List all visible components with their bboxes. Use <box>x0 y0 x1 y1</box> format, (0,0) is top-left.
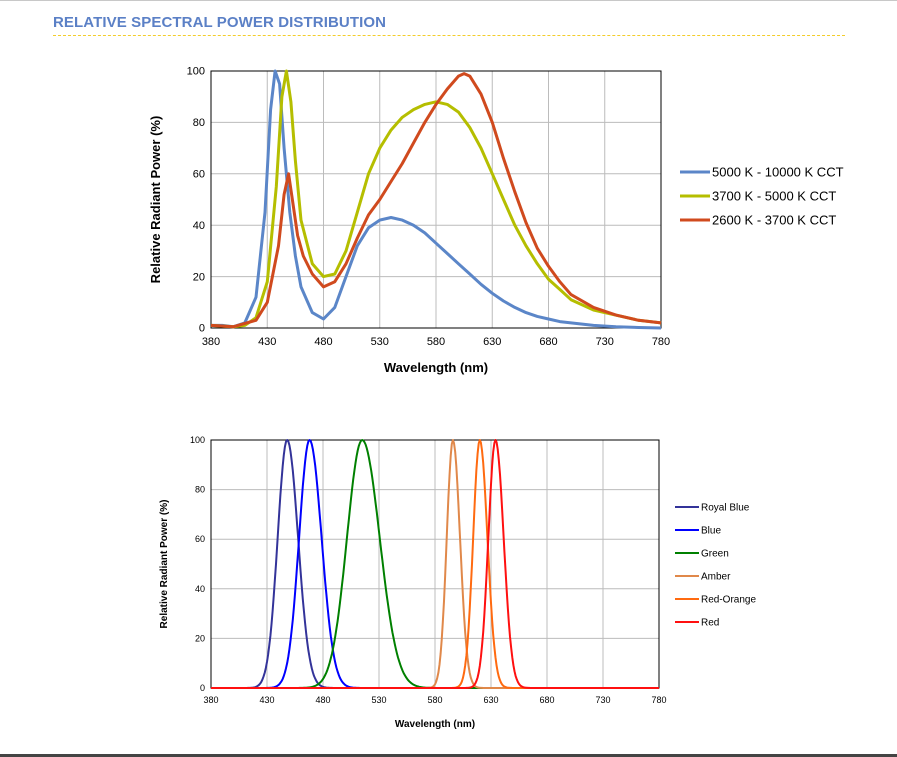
x-tick-label: 430 <box>258 336 276 348</box>
section-title: RELATIVE SPECTRAL POWER DISTRIBUTION <box>53 14 387 31</box>
legend-label: 3700 K - 5000 K CCT <box>712 188 836 203</box>
y-tick-label: 20 <box>195 633 205 643</box>
y-tick-label: 100 <box>187 66 205 78</box>
y-tick-label: 80 <box>193 117 205 129</box>
y-tick-label: 80 <box>195 485 205 495</box>
x-tick-label: 630 <box>483 695 498 705</box>
legend-label: Red-Orange <box>701 594 756 605</box>
y-tick-label: 40 <box>195 584 205 594</box>
x-tick-label: 530 <box>371 336 389 348</box>
series-line-3700-k-5000-k-cct <box>210 69 662 329</box>
x-tick-label: 430 <box>259 695 274 705</box>
top-border <box>0 0 897 1</box>
x-tick-label: 380 <box>203 695 218 705</box>
legend-label: 2600 K - 3700 K CCT <box>712 212 836 227</box>
y-tick-label: 60 <box>195 534 205 544</box>
y-tick-label: 40 <box>193 220 205 232</box>
x-tick-label: 630 <box>483 336 501 348</box>
legend-label: Amber <box>701 571 731 582</box>
series-line-red <box>211 439 659 689</box>
x-tick-label: 480 <box>314 336 332 348</box>
y-axis-label: Relative Radiant Power (%) <box>159 500 170 629</box>
y-tick-label: 100 <box>190 435 205 445</box>
legend-label: Blue <box>701 525 721 536</box>
y-axis-label: Relative Radiant Power (%) <box>148 116 163 284</box>
series-line-5000-k-10000-k-cct <box>211 69 662 330</box>
x-tick-label: 480 <box>315 695 330 705</box>
x-tick-label: 530 <box>371 695 386 705</box>
plot-area-frame <box>210 70 662 329</box>
legend-label: Red <box>701 617 719 628</box>
bottom-border <box>0 754 897 757</box>
x-tick-label: 780 <box>652 336 670 348</box>
legend-label: 5000 K - 10000 K CCT <box>712 164 844 179</box>
y-tick-label: 60 <box>193 168 205 180</box>
y-tick-label: 0 <box>199 323 205 335</box>
series-line-2600-k-3700-k-cct <box>210 72 662 329</box>
y-tick-label: 20 <box>193 271 205 283</box>
x-axis-label: Wavelength (nm) <box>384 360 488 375</box>
x-tick-label: 680 <box>539 336 557 348</box>
y-tick-label: 0 <box>200 683 205 693</box>
legend-label: Green <box>701 548 729 559</box>
x-tick-label: 580 <box>427 336 445 348</box>
x-tick-label: 730 <box>596 336 614 348</box>
x-tick-label: 780 <box>651 695 666 705</box>
x-tick-label: 380 <box>202 336 220 348</box>
legend-label: Royal Blue <box>701 502 750 513</box>
x-axis-label: Wavelength (nm) <box>395 719 475 730</box>
x-tick-label: 730 <box>595 695 610 705</box>
title-underline <box>53 35 845 36</box>
x-tick-label: 680 <box>539 695 554 705</box>
x-tick-label: 580 <box>427 695 442 705</box>
